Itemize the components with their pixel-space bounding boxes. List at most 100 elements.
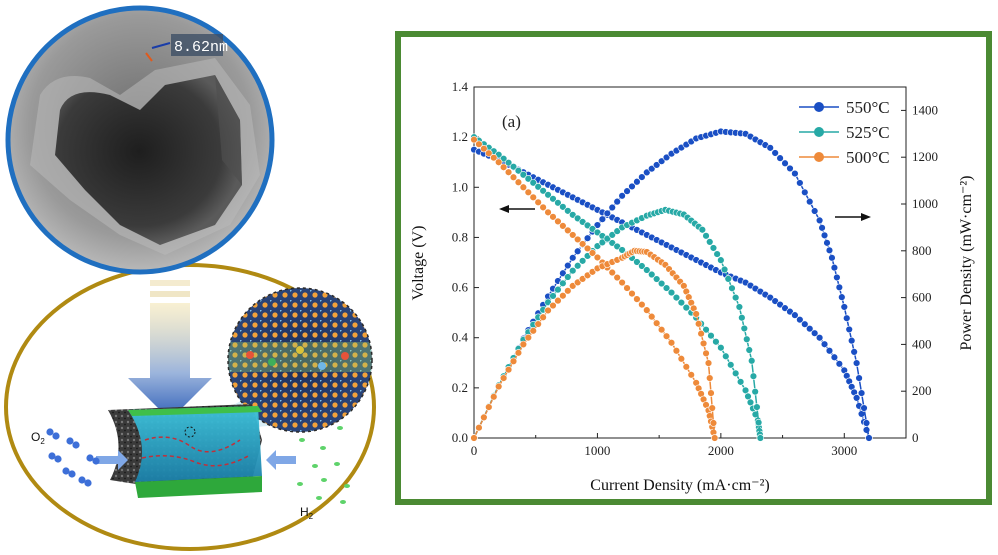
power-point (485, 403, 493, 411)
power-point (698, 226, 707, 234)
power-point (549, 301, 557, 310)
voltage-point (564, 207, 572, 215)
power-point (583, 271, 592, 280)
voltage-point (687, 371, 695, 379)
voltage-point (731, 369, 740, 378)
voltage-point (806, 324, 814, 333)
power-point (825, 246, 834, 255)
power-point (704, 359, 713, 367)
power-point (710, 434, 719, 442)
power-point (539, 313, 547, 321)
voltage-point (618, 278, 626, 287)
power-point (662, 153, 671, 162)
voltage-point (682, 303, 690, 312)
power-point (728, 284, 736, 292)
voltage-point (830, 353, 839, 361)
voltage-point (815, 334, 824, 342)
power-point (771, 149, 779, 157)
voltage-point (569, 231, 577, 239)
voltage-point (672, 347, 681, 355)
power-point (717, 256, 725, 264)
power-point (786, 164, 794, 173)
legend-marker (814, 102, 824, 112)
voltage-point (702, 325, 710, 334)
power-point (776, 154, 784, 162)
power-point (573, 247, 582, 255)
voltage-point (722, 352, 730, 360)
power-point (731, 293, 740, 302)
voltage-point (613, 242, 621, 251)
voltage-point (544, 191, 552, 199)
voltage-point (593, 228, 602, 237)
voltage-point (593, 253, 602, 262)
power-point (569, 266, 577, 275)
voltage-point (569, 211, 577, 219)
power-point (603, 209, 612, 218)
power-point (554, 285, 562, 294)
voltage-point (578, 218, 587, 226)
power-point (559, 292, 567, 300)
power-point (470, 434, 478, 442)
right-arrow (835, 213, 871, 221)
voltage-point (736, 378, 745, 386)
power-point (657, 157, 666, 165)
voltage-point (499, 163, 508, 171)
voltage-point (633, 258, 641, 266)
voltage-point (623, 284, 631, 292)
y-left-tick-label: 1.4 (452, 79, 469, 94)
power-point (694, 320, 703, 328)
voltage-point (781, 304, 789, 312)
voltage-point (776, 300, 784, 309)
voltage-point (519, 183, 528, 191)
power-point (740, 324, 749, 333)
power-point (509, 357, 518, 365)
power-point (828, 254, 836, 262)
o2-arrow (96, 450, 128, 470)
voltage-point (573, 214, 582, 223)
voltage-point (633, 295, 641, 303)
h2-label: H2 (300, 505, 314, 521)
power-point (504, 365, 513, 374)
power-point (845, 325, 853, 334)
voltage-point (638, 300, 646, 309)
power-point (791, 169, 799, 178)
voltage-point (618, 246, 626, 254)
voltage-point (667, 339, 676, 347)
series-550°C (470, 127, 873, 442)
y-right-tick-label: 800 (912, 243, 932, 258)
tem-image (5, 5, 275, 275)
power-point (593, 242, 602, 250)
voltage-point (529, 179, 537, 187)
y-left-tick-label: 0.2 (452, 380, 468, 395)
voltage-point (490, 154, 498, 162)
power-point (554, 296, 562, 305)
y-right-tick-label: 400 (912, 336, 932, 351)
power-point (781, 159, 789, 167)
power-point (490, 393, 498, 401)
scale-annotation: 8.62nm (145, 34, 228, 62)
legend-label: 550°C (846, 98, 890, 117)
y-right-tick-label: 1400 (912, 102, 938, 117)
series-500°C (470, 135, 719, 442)
illustration-panel: 8.62nm (4, 5, 376, 551)
voltage-point (509, 173, 518, 181)
power-point (573, 278, 582, 287)
power-point (702, 232, 710, 240)
power-point (692, 310, 700, 318)
voltage-point (682, 363, 690, 371)
power-point (810, 207, 819, 215)
power-point (713, 250, 721, 258)
power-point (833, 273, 841, 282)
voltage-point (559, 222, 567, 230)
voltage-point (583, 221, 592, 230)
power-point (847, 336, 856, 345)
voltage-line (473, 139, 716, 439)
voltage-point (648, 312, 656, 321)
power-point (603, 234, 612, 243)
power-point (648, 164, 656, 173)
voltage-point (712, 338, 720, 346)
voltage-point (588, 249, 597, 257)
legend-marker (814, 127, 824, 137)
power-point (499, 374, 508, 382)
power-point (702, 349, 710, 357)
